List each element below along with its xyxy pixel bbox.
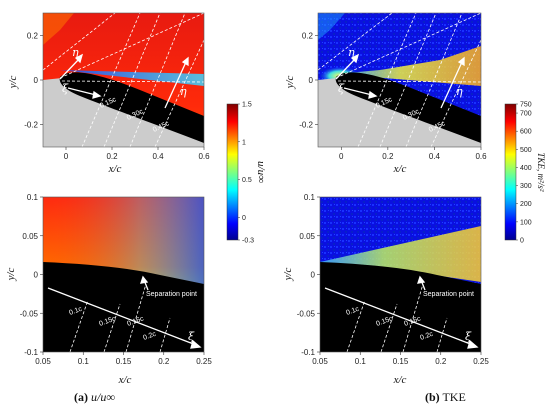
y-axis-label: y/c (284, 75, 296, 89)
x-tick-label: 0.6 (475, 152, 487, 161)
airfoil-shape (320, 262, 481, 352)
y-tick-label: -0.05 (297, 309, 316, 318)
y-tick-label: -0.1 (301, 348, 315, 357)
x-tick-label: 0.2 (382, 152, 394, 161)
colorbar-left: 1.5 1 0.5 0 -0.3 u/u∞ (226, 102, 267, 245)
panel-bottom-left: Separation point 0.1c 0.15c 0.16c 0.2c ξ (42, 196, 205, 353)
caption-b: (b) TKE (425, 390, 466, 405)
y-tick-label: -0.2 (24, 121, 38, 130)
x-tick-label: 0.15 (393, 357, 409, 366)
xi-label: ξ (62, 82, 69, 95)
x-axis-label: x/c (118, 374, 132, 386)
y-tick-label: -0.05 (20, 309, 39, 318)
y-tick-label: 0 (311, 271, 316, 280)
xi-label: ξ (188, 330, 195, 343)
x-tick-label: 0.15 (116, 357, 132, 366)
x-tick-label: 0.05 (312, 357, 328, 366)
colorbar-tick-label: 300 (520, 183, 532, 190)
x-tick-label: 0.6 (198, 152, 210, 161)
x-tick-label: 0.1 (78, 357, 90, 366)
colorbar-right: 750 700 600 500 400 300 200 100 0 TKE, m²/s² (504, 102, 546, 245)
y-tick-label: -0.2 (299, 121, 313, 130)
station-label-4: 0.2c (142, 331, 157, 342)
y-axis-label: y/c (282, 267, 294, 281)
colorbar-tick-label: 700 (520, 111, 532, 118)
colorbar-tick-label: 200 (520, 201, 532, 208)
colorbar-tick-label: 1.5 (242, 102, 252, 109)
x-tick-label: 0.2 (158, 357, 170, 366)
colorbar-label: u/u∞ (255, 161, 267, 183)
colorbar-tick-label: 1 (242, 139, 246, 146)
eta-label-1: η (72, 46, 79, 59)
y-tick-label: 0.05 (22, 232, 38, 241)
colorbar-tick-label: 0.5 (242, 177, 252, 184)
separation-point-label: Separation point (423, 291, 474, 298)
y-tick-label: 0 (34, 271, 39, 280)
station-label-1: 0.1c (68, 306, 83, 317)
xi-label: ξ (465, 330, 472, 343)
axis-top-right: 0 0.2 0.4 0.6 0.2 0 -0.2 x/c y/c (284, 31, 487, 175)
x-tick-label: 0.25 (473, 357, 489, 366)
colorbar-tick-label: 600 (520, 129, 532, 136)
x-tick-label: 0.4 (429, 152, 441, 161)
colorbar-tick-label: 500 (520, 147, 532, 154)
x-axis-label: x/c (393, 374, 407, 386)
colorbar-tick-label: -0.3 (242, 238, 254, 245)
x-tick-label: 0.1 (355, 357, 367, 366)
y-axis-label: y/c (5, 267, 17, 281)
x-tick-label: 0 (64, 152, 69, 161)
airfoil-shape (59, 72, 204, 143)
colorbar-tick-label: 400 (520, 165, 532, 172)
panel-bottom-right: Separation point 0.1c 0.15c 0.16c 0.2c ξ (319, 196, 482, 353)
x-tick-label: 0.25 (196, 357, 212, 366)
y-tick-label: -0.1 (24, 348, 38, 357)
x-tick-label: 0.2 (106, 152, 118, 161)
caption-b-text: TKE (442, 390, 466, 404)
colorbar-tick-label: 750 (520, 102, 532, 109)
station-label-1: 0.1c (345, 306, 360, 317)
x-axis-label: x/c (108, 163, 122, 175)
y-tick-label: 0.2 (302, 31, 314, 40)
y-tick-label: 0.2 (27, 31, 39, 40)
x-tick-label: 0.05 (35, 357, 51, 366)
y-tick-label: 0.1 (304, 193, 316, 202)
axis-bottom-right: 0.05 0.1 0.15 0.2 0.250.10.050-0.05-0.1 x/c … (282, 193, 489, 386)
airfoil-shape (335, 72, 481, 143)
colorbar-label: TKE, m²/s² (536, 153, 546, 192)
airfoil-shape (43, 262, 204, 352)
colorbar-tick-label: 0 (242, 215, 246, 222)
station-label-4: 0.2c (419, 331, 434, 342)
x-tick-label: 0.2 (435, 357, 447, 366)
y-tick-label: 0 (309, 76, 314, 85)
xi-label: ξ (338, 82, 345, 95)
caption-b-tag: (b) (425, 390, 440, 404)
panel-top-right: η ξ η 0.15c 0.30c 0.45c (317, 12, 482, 148)
y-tick-label: 0.1 (27, 193, 39, 202)
panel-top-left: η ξ η 0.15c 0.30c 0.45c (42, 12, 205, 148)
y-tick-label: 0 (34, 76, 39, 85)
eta-label-2: η (456, 85, 463, 98)
y-tick-label: 0.05 (299, 232, 315, 241)
caption-a: (a) u/u∞ (74, 390, 115, 405)
x-axis-label: x/c (393, 163, 407, 175)
x-tick-label: 0 (339, 152, 344, 161)
axis-top-left: 0 0.2 0.4 0.6 0.2 0 -0.2 x/c y/c (7, 31, 210, 175)
x-tick-label: 0.4 (152, 152, 164, 161)
colorbar-tick-label: 0 (520, 238, 524, 245)
y-axis-label: y/c (7, 75, 19, 89)
axis-bottom-left: 0.05 0.1 0.15 0.2 0.250.10.050-0.05-0.1 x/c … (5, 193, 212, 386)
caption-a-tag: (a) (74, 390, 88, 404)
eta-label-2: η (180, 85, 187, 98)
colorbar-tick-label: 100 (520, 219, 532, 226)
separation-point-label: Separation point (146, 291, 197, 298)
eta-label-1: η (348, 46, 355, 59)
caption-a-text: u/u∞ (91, 390, 115, 404)
